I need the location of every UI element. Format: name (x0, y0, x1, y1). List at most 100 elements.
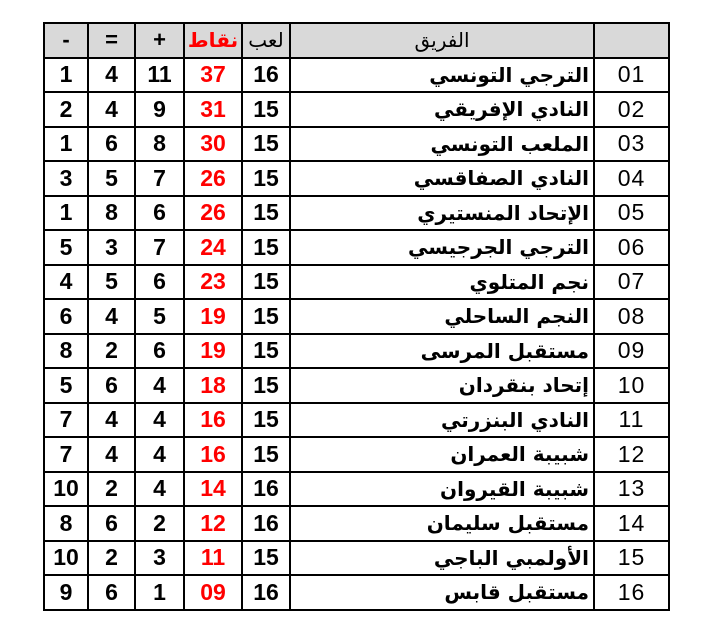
cell-rank: 15 (593, 539, 670, 576)
header-played: لعب (241, 22, 291, 59)
cell-points: 24 (183, 229, 243, 266)
cell-losses: 10 (43, 539, 89, 576)
cell-draws: 2 (87, 470, 136, 507)
cell-wins: 8 (134, 125, 185, 162)
cell-rank: 16 (593, 574, 670, 611)
cell-draws: 5 (87, 160, 136, 197)
cell-played: 15 (241, 160, 291, 197)
cell-team: إتحاد بنقردان (289, 367, 595, 404)
header-team: الفريق (289, 22, 595, 59)
cell-played: 16 (241, 56, 291, 93)
cell-played: 16 (241, 470, 291, 507)
cell-points: 19 (183, 332, 243, 369)
cell-played: 15 (241, 539, 291, 576)
cell-draws: 6 (87, 367, 136, 404)
cell-team: مستقبل المرسى (289, 332, 595, 369)
header-wins: + (134, 22, 185, 59)
cell-wins: 7 (134, 160, 185, 197)
cell-played: 16 (241, 574, 291, 611)
table-row: 07 نجم المتلوي 15 23 6 5 4 (43, 263, 670, 300)
cell-losses: 10 (43, 470, 89, 507)
cell-losses: 1 (43, 194, 89, 231)
cell-draws: 6 (87, 125, 136, 162)
table-row: 02 النادي الإفريقي 15 31 9 4 2 (43, 91, 670, 128)
cell-wins: 4 (134, 401, 185, 438)
cell-draws: 4 (87, 298, 136, 335)
table-row: 16 مستقبل قابس 16 09 1 6 9 (43, 574, 670, 611)
cell-rank: 04 (593, 160, 670, 197)
league-standings-table-wrap: الفريق لعب نقاط + = - 01 الترجي التونسي 16… (43, 22, 670, 611)
cell-wins: 4 (134, 367, 185, 404)
cell-wins: 4 (134, 436, 185, 473)
table-row: 06 الترجي الجرجيسي 15 24 7 3 5 (43, 229, 670, 266)
cell-rank: 01 (593, 56, 670, 93)
cell-points: 14 (183, 470, 243, 507)
cell-draws: 4 (87, 436, 136, 473)
cell-played: 15 (241, 367, 291, 404)
cell-rank: 13 (593, 470, 670, 507)
cell-team: الأولمبي الباجي (289, 539, 595, 576)
cell-draws: 3 (87, 229, 136, 266)
cell-losses: 8 (43, 332, 89, 369)
cell-rank: 09 (593, 332, 670, 369)
cell-rank: 03 (593, 125, 670, 162)
cell-draws: 2 (87, 332, 136, 369)
cell-points: 23 (183, 263, 243, 300)
cell-draws: 6 (87, 574, 136, 611)
cell-team: الترجي التونسي (289, 56, 595, 93)
table-body: 01 الترجي التونسي 16 37 11 4 1 02 النادي الإفريق… (43, 56, 670, 611)
cell-losses: 7 (43, 436, 89, 473)
table-header: الفريق لعب نقاط + = - (43, 22, 670, 59)
cell-played: 15 (241, 263, 291, 300)
header-draws: = (87, 22, 136, 59)
cell-points: 09 (183, 574, 243, 611)
table-row: 12 شبيبة العمران 15 16 4 4 7 (43, 436, 670, 473)
cell-rank: 07 (593, 263, 670, 300)
cell-rank: 08 (593, 298, 670, 335)
cell-wins: 6 (134, 194, 185, 231)
cell-draws: 4 (87, 56, 136, 93)
cell-team: النجم الساحلي (289, 298, 595, 335)
cell-rank: 06 (593, 229, 670, 266)
cell-points: 16 (183, 401, 243, 438)
cell-team: نجم المتلوي (289, 263, 595, 300)
cell-played: 15 (241, 91, 291, 128)
cell-losses: 5 (43, 229, 89, 266)
cell-rank: 02 (593, 91, 670, 128)
table-row: 01 الترجي التونسي 16 37 11 4 1 (43, 56, 670, 93)
cell-losses: 9 (43, 574, 89, 611)
cell-points: 26 (183, 194, 243, 231)
cell-points: 16 (183, 436, 243, 473)
cell-played: 15 (241, 229, 291, 266)
header-row: الفريق لعب نقاط + = - (43, 22, 670, 59)
cell-played: 15 (241, 125, 291, 162)
cell-wins: 1 (134, 574, 185, 611)
cell-draws: 6 (87, 505, 136, 542)
cell-points: 11 (183, 539, 243, 576)
cell-played: 16 (241, 505, 291, 542)
table-row: 04 النادي الصفاقسي 15 26 7 5 3 (43, 160, 670, 197)
cell-draws: 8 (87, 194, 136, 231)
cell-team: النادي الإفريقي (289, 91, 595, 128)
cell-points: 19 (183, 298, 243, 335)
cell-played: 15 (241, 401, 291, 438)
cell-team: النادي الصفاقسي (289, 160, 595, 197)
cell-points: 18 (183, 367, 243, 404)
cell-team: الترجي الجرجيسي (289, 229, 595, 266)
cell-points: 30 (183, 125, 243, 162)
cell-team: مستقبل سليمان (289, 505, 595, 542)
cell-wins: 5 (134, 298, 185, 335)
cell-played: 15 (241, 194, 291, 231)
table-row: 11 النادي البنزرتي 15 16 4 4 7 (43, 401, 670, 438)
cell-rank: 10 (593, 367, 670, 404)
header-losses: - (43, 22, 89, 59)
cell-losses: 5 (43, 367, 89, 404)
cell-points: 31 (183, 91, 243, 128)
cell-points: 26 (183, 160, 243, 197)
cell-wins: 2 (134, 505, 185, 542)
cell-losses: 7 (43, 401, 89, 438)
cell-losses: 2 (43, 91, 89, 128)
cell-wins: 4 (134, 470, 185, 507)
table-row: 10 إتحاد بنقردان 15 18 4 6 5 (43, 367, 670, 404)
table-row: 13 شبيبة القيروان 16 14 4 2 10 (43, 470, 670, 507)
